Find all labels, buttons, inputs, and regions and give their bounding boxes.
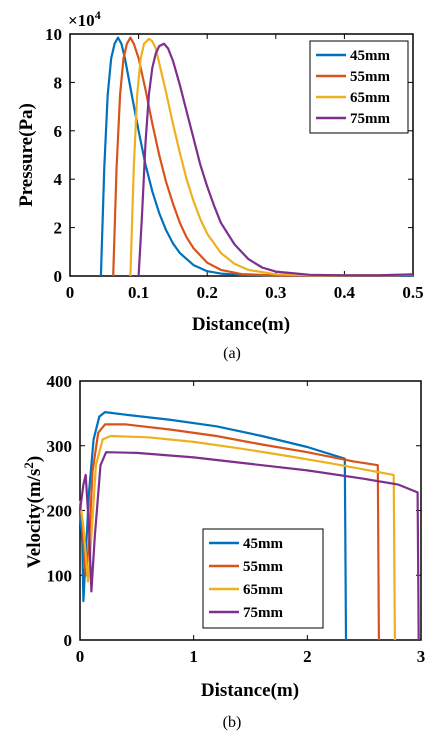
x-tick-label: 2 bbox=[303, 647, 312, 666]
y-tick-label: 400 bbox=[47, 372, 73, 391]
series-line-75mm bbox=[78, 451, 420, 641]
legend-label-55mm: 55mm bbox=[350, 69, 390, 85]
y-tick-label: 0 bbox=[54, 267, 63, 286]
axis-ticks-a: 0 0.1 0.2 0.3 0.4 0.5 0 2 4 6 8 10 bbox=[45, 25, 424, 302]
x-tick-label: 3 bbox=[417, 647, 426, 666]
y-axis-label-a: Pressure(Pa) bbox=[16, 103, 37, 207]
panel-caption-b: (b) bbox=[223, 714, 242, 731]
series-group-b bbox=[78, 411, 420, 641]
x-axis-label-b: Distance(m) bbox=[201, 680, 299, 701]
legend-a: 45mm 55mm 65mm 75mm bbox=[309, 40, 409, 134]
y-tick-label: 10 bbox=[45, 25, 62, 44]
legend-label-65mm: 65mm bbox=[243, 582, 283, 598]
y-tick-label: 4 bbox=[54, 170, 63, 189]
x-tick-label: 0.4 bbox=[334, 283, 356, 302]
x-tick-label: 0.5 bbox=[402, 283, 423, 302]
x-tick-label: 0 bbox=[66, 283, 75, 302]
y-tick-label: 0 bbox=[64, 631, 73, 650]
legend-label-65mm: 65mm bbox=[350, 90, 390, 106]
x-axis-label-a: Distance(m) bbox=[192, 314, 290, 335]
legend-label-45mm: 45mm bbox=[243, 536, 283, 552]
chart-panel-b: 0 1 2 3 0 100 200 300 400 Distance(m) Velocity(m… bbox=[21, 372, 425, 731]
legend-label-55mm: 55mm bbox=[243, 559, 283, 575]
series-line-65mm bbox=[129, 37, 414, 277]
y-axis-label-b: Velocity(m/s2) bbox=[21, 456, 45, 568]
y-exponent-label-a: ×104 bbox=[68, 8, 101, 30]
y-tick-label: 100 bbox=[47, 566, 73, 585]
legend-b: 45mm 55mm 65mm 75mm bbox=[202, 528, 324, 629]
x-tick-label: 0.3 bbox=[265, 283, 286, 302]
y-tick-label: 6 bbox=[54, 122, 63, 141]
chart-panel-a: 0 0.1 0.2 0.3 0.4 0.5 0 2 4 6 8 10 ×104 Distance(m)… bbox=[16, 8, 424, 362]
y-tick-label: 300 bbox=[47, 437, 73, 456]
legend-label-75mm: 75mm bbox=[350, 111, 390, 127]
y-tick-label: 8 bbox=[54, 73, 63, 92]
legend-label-75mm: 75mm bbox=[243, 605, 283, 621]
panel-caption-a: (a) bbox=[223, 345, 241, 362]
x-tick-label: 1 bbox=[189, 647, 198, 666]
axis-ticks-b: 0 1 2 3 0 100 200 300 400 bbox=[47, 372, 426, 666]
series-line-65mm bbox=[78, 434, 396, 641]
x-tick-label: 0 bbox=[76, 647, 85, 666]
series-group-a bbox=[99, 36, 414, 277]
series-line-45mm bbox=[78, 411, 348, 641]
series-line-75mm bbox=[137, 42, 414, 277]
legend-label-45mm: 45mm bbox=[350, 48, 390, 64]
x-tick-label: 0.2 bbox=[197, 283, 218, 302]
y-tick-label: 200 bbox=[47, 502, 73, 521]
y-tick-label: 2 bbox=[54, 219, 63, 238]
x-tick-label: 0.1 bbox=[128, 283, 149, 302]
